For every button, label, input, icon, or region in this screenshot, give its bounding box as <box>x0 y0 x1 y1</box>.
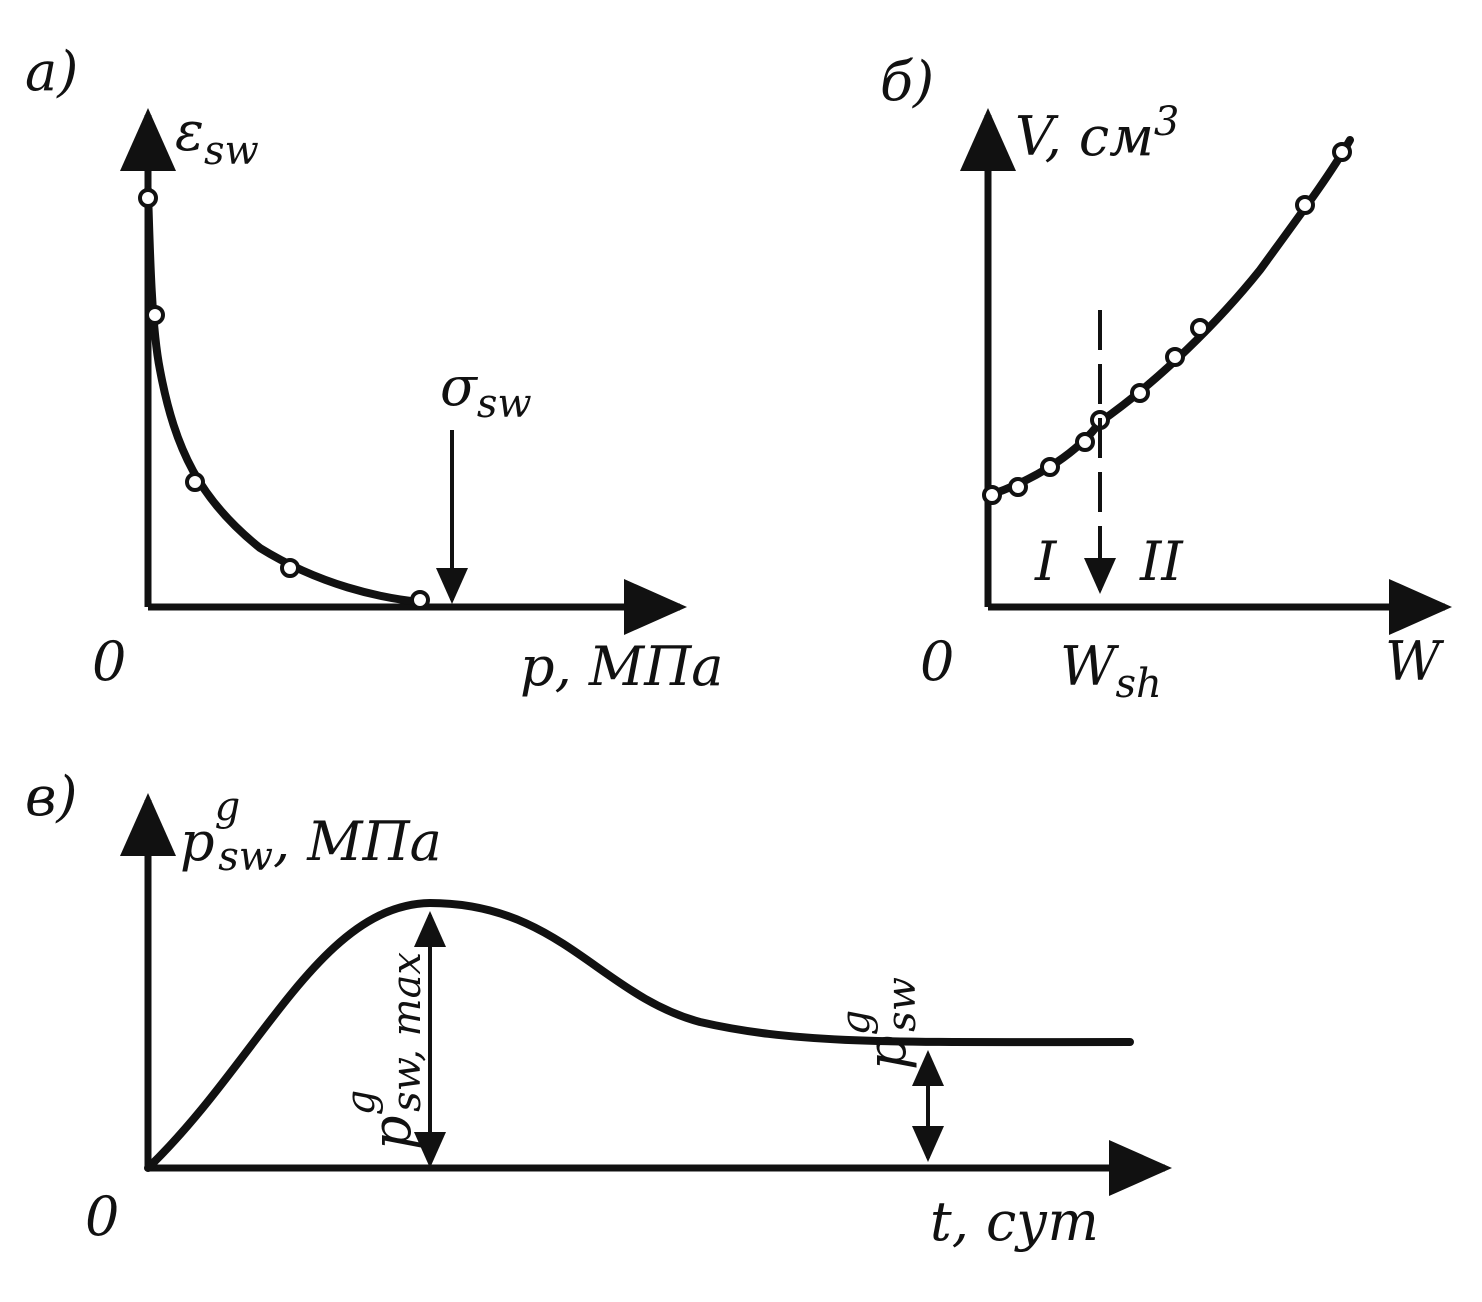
point <box>1130 383 1150 403</box>
x-axis-label: W <box>1385 630 1445 693</box>
zone-label: I <box>1034 530 1058 593</box>
x-axis-label: p, МПа <box>520 635 724 698</box>
label-part: , см <box>1045 105 1154 168</box>
origin-label: 0 <box>85 1185 119 1248</box>
point <box>1190 318 1210 338</box>
curve <box>986 136 1354 499</box>
label-part: sh <box>1116 661 1162 707</box>
point <box>1075 432 1095 452</box>
points <box>982 142 1352 505</box>
label-part: sw <box>218 834 273 880</box>
point <box>1332 142 1352 162</box>
y-axis-label: εsw <box>175 100 259 174</box>
label-part: p <box>180 810 215 873</box>
label-part: p <box>855 1035 918 1070</box>
panel-label: в) <box>25 765 78 828</box>
zone-label: II <box>1139 530 1184 593</box>
point <box>410 590 430 610</box>
point <box>982 485 1002 505</box>
y-axis-label: pg sw, МПа <box>180 784 442 880</box>
label-part: g <box>338 1090 384 1116</box>
steady-label: pgsw <box>833 977 925 1070</box>
point <box>1040 457 1060 477</box>
label-part: 3 <box>1154 99 1179 145</box>
label-part: sw <box>477 381 532 427</box>
label-part: sw <box>879 977 925 1032</box>
point <box>1295 195 1315 215</box>
label-part: W <box>1060 635 1120 698</box>
origin-label: 0 <box>92 630 126 693</box>
label-part: p <box>520 635 555 698</box>
label-part: p <box>360 1115 423 1150</box>
point <box>185 472 205 492</box>
panel-label: а) <box>25 40 78 103</box>
curve <box>144 898 1134 1172</box>
point <box>280 558 300 578</box>
curve <box>144 186 424 606</box>
label-part: , МПа <box>273 810 442 873</box>
panel-label: б) <box>880 50 934 113</box>
label-part: , сут <box>952 1190 1099 1253</box>
panel-c: в) pg sw, МПа t, сут 0 pgsw, max pgsw <box>25 765 1172 1253</box>
label-part: sw <box>204 128 259 174</box>
label-part: ε <box>175 100 204 163</box>
point <box>145 305 165 325</box>
label-part: g <box>215 784 241 830</box>
marker-label: Wsh <box>1060 635 1162 707</box>
label-part: σ <box>440 355 479 418</box>
y-axis-label: V, см3 <box>1015 99 1179 168</box>
marker-label: σsw <box>440 355 532 427</box>
x-axis-label: t, сут <box>930 1190 1099 1253</box>
label-part: , МПа <box>555 635 724 698</box>
label-part: t <box>930 1190 952 1253</box>
point <box>1165 347 1185 367</box>
point <box>1008 477 1028 497</box>
peak-label: pgsw, max <box>338 952 430 1150</box>
point <box>138 188 158 208</box>
panel-a: а) εsw p, МПа 0 σsw <box>25 40 724 698</box>
label-part: g <box>833 1010 879 1036</box>
label-part: sw, max <box>384 952 430 1112</box>
panel-b: б) V, см3 W 0 I II Wsh <box>880 50 1452 707</box>
origin-label: 0 <box>920 630 954 693</box>
